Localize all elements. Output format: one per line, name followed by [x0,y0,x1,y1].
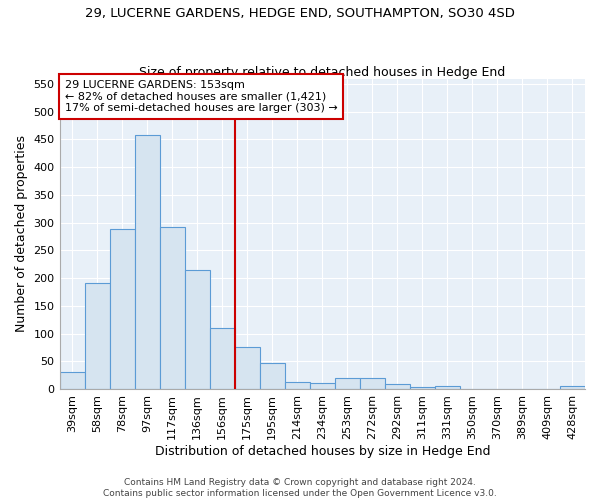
X-axis label: Distribution of detached houses by size in Hedge End: Distribution of detached houses by size … [155,444,490,458]
Bar [435,386,460,389]
Bar [185,270,209,389]
Bar [560,386,585,389]
Bar [160,227,185,389]
Bar [285,382,310,389]
Title: Size of property relative to detached houses in Hedge End: Size of property relative to detached ho… [139,66,505,78]
Text: Contains HM Land Registry data © Crown copyright and database right 2024.
Contai: Contains HM Land Registry data © Crown c… [103,478,497,498]
Bar [235,348,260,389]
Bar [85,282,110,389]
Bar [335,378,360,389]
Bar [260,363,285,389]
Text: 29 LUCERNE GARDENS: 153sqm
← 82% of detached houses are smaller (1,421)
17% of s: 29 LUCERNE GARDENS: 153sqm ← 82% of deta… [65,80,338,114]
Bar [134,135,160,389]
Bar [385,384,410,389]
Text: 29, LUCERNE GARDENS, HEDGE END, SOUTHAMPTON, SO30 4SD: 29, LUCERNE GARDENS, HEDGE END, SOUTHAMP… [85,8,515,20]
Y-axis label: Number of detached properties: Number of detached properties [15,135,28,332]
Bar [360,378,385,389]
Bar [410,386,435,389]
Bar [59,372,85,389]
Bar [310,383,335,389]
Bar [209,328,235,389]
Bar [110,230,134,389]
